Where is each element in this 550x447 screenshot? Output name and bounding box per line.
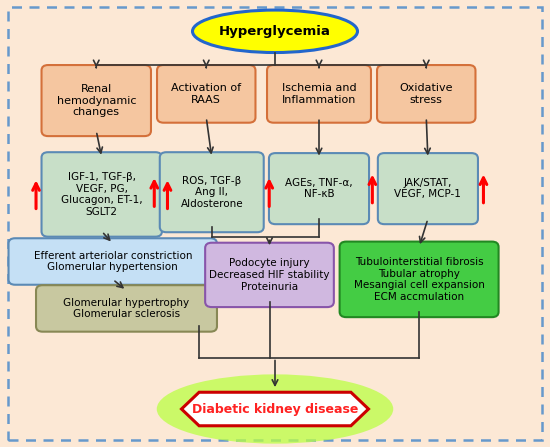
- FancyBboxPatch shape: [339, 242, 498, 317]
- Text: Glomerular hypertrophy
Glomerular sclerosis: Glomerular hypertrophy Glomerular sclero…: [63, 298, 190, 319]
- FancyBboxPatch shape: [269, 153, 369, 224]
- Text: Oxidative
stress: Oxidative stress: [399, 83, 453, 105]
- Text: ROS, TGF-β
Ang II,
Aldosterone: ROS, TGF-β Ang II, Aldosterone: [180, 176, 243, 209]
- Text: AGEs, TNF-α,
NF-κB: AGEs, TNF-α, NF-κB: [285, 178, 353, 199]
- FancyBboxPatch shape: [36, 285, 217, 332]
- Ellipse shape: [192, 10, 358, 52]
- FancyBboxPatch shape: [160, 152, 263, 232]
- FancyBboxPatch shape: [42, 152, 162, 237]
- FancyBboxPatch shape: [267, 65, 371, 123]
- Text: JAK/STAT,
VEGF, MCP-1: JAK/STAT, VEGF, MCP-1: [394, 178, 461, 199]
- Polygon shape: [182, 392, 368, 426]
- FancyBboxPatch shape: [157, 65, 255, 123]
- Text: IGF-1, TGF-β,
VEGF, PG,
Glucagon, ET-1,
SGLT2: IGF-1, TGF-β, VEGF, PG, Glucagon, ET-1, …: [61, 172, 142, 217]
- Text: Tubulointerstitial fibrosis
Tubular atrophy
Mesangial cell expansion
ECM accmula: Tubulointerstitial fibrosis Tubular atro…: [354, 257, 485, 302]
- Text: Ischemia and
Inflammation: Ischemia and Inflammation: [282, 83, 356, 105]
- Text: Renal
hemodynamic
changes: Renal hemodynamic changes: [57, 84, 136, 117]
- FancyBboxPatch shape: [377, 65, 475, 123]
- FancyBboxPatch shape: [378, 153, 478, 224]
- FancyBboxPatch shape: [42, 65, 151, 136]
- Text: Diabetic kidney disease: Diabetic kidney disease: [192, 402, 358, 416]
- Text: Podocyte injury
Decreased HIF stability
Proteinuria: Podocyte injury Decreased HIF stability …: [209, 258, 330, 291]
- Text: Activation of
RAAS: Activation of RAAS: [171, 83, 241, 105]
- Text: Hyperglycemia: Hyperglycemia: [219, 25, 331, 38]
- FancyBboxPatch shape: [205, 243, 334, 307]
- Ellipse shape: [157, 375, 393, 443]
- Text: Efferent arteriolar constriction
Glomerular hypertension: Efferent arteriolar constriction Glomeru…: [34, 251, 192, 272]
- FancyBboxPatch shape: [8, 238, 217, 285]
